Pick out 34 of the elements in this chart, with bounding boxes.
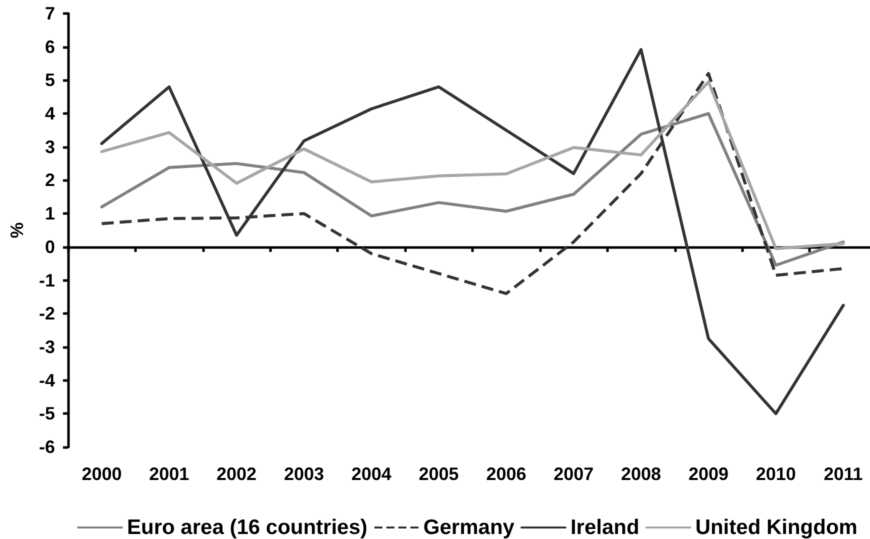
line-series [100,48,845,416]
legend-label: United Kingdom [695,516,858,539]
y-tick-label: 0 [44,236,55,257]
x-tick-label: 2001 [149,464,190,484]
x-tick-label: 2008 [621,464,662,484]
x-tick-label: 2011 [824,464,863,484]
y-tick-label: -1 [38,270,55,290]
x-tick-label: 2004 [351,464,392,484]
x-tick-label: 2009 [688,464,728,484]
y-tick-label: 7 [44,4,55,24]
y-tick-label: -5 [38,404,55,424]
x-tick-label: 2005 [418,464,459,484]
y-tick-label: -6 [38,437,55,457]
legend-label: Euro area (16 countries) [127,516,368,539]
line-series [100,112,845,267]
y-tick-label: 1 [44,204,55,224]
x-tick-label: 2006 [486,464,526,484]
y-tick-label: -2 [38,304,55,324]
x-tick-label: 2002 [216,464,257,484]
x-tick-label: 2000 [82,464,122,484]
y-axis-title: % [7,222,27,238]
x-tick-label: 2010 [756,464,796,484]
y-tick-label: 2 [44,170,55,190]
y-tick-label: 6 [44,36,55,57]
legend-label: Germany [423,516,515,539]
legend-label: Ireland [570,516,640,539]
x-tick-label: 2003 [284,464,324,484]
y-tick-label: -3 [38,336,55,357]
y-tick-label: 4 [44,104,55,124]
x-tick-label: 2007 [554,464,594,484]
y-tick-label: -4 [38,370,55,390]
line-series [100,80,845,250]
y-tick-label: 5 [44,70,55,90]
y-tick-label: 3 [44,136,55,157]
